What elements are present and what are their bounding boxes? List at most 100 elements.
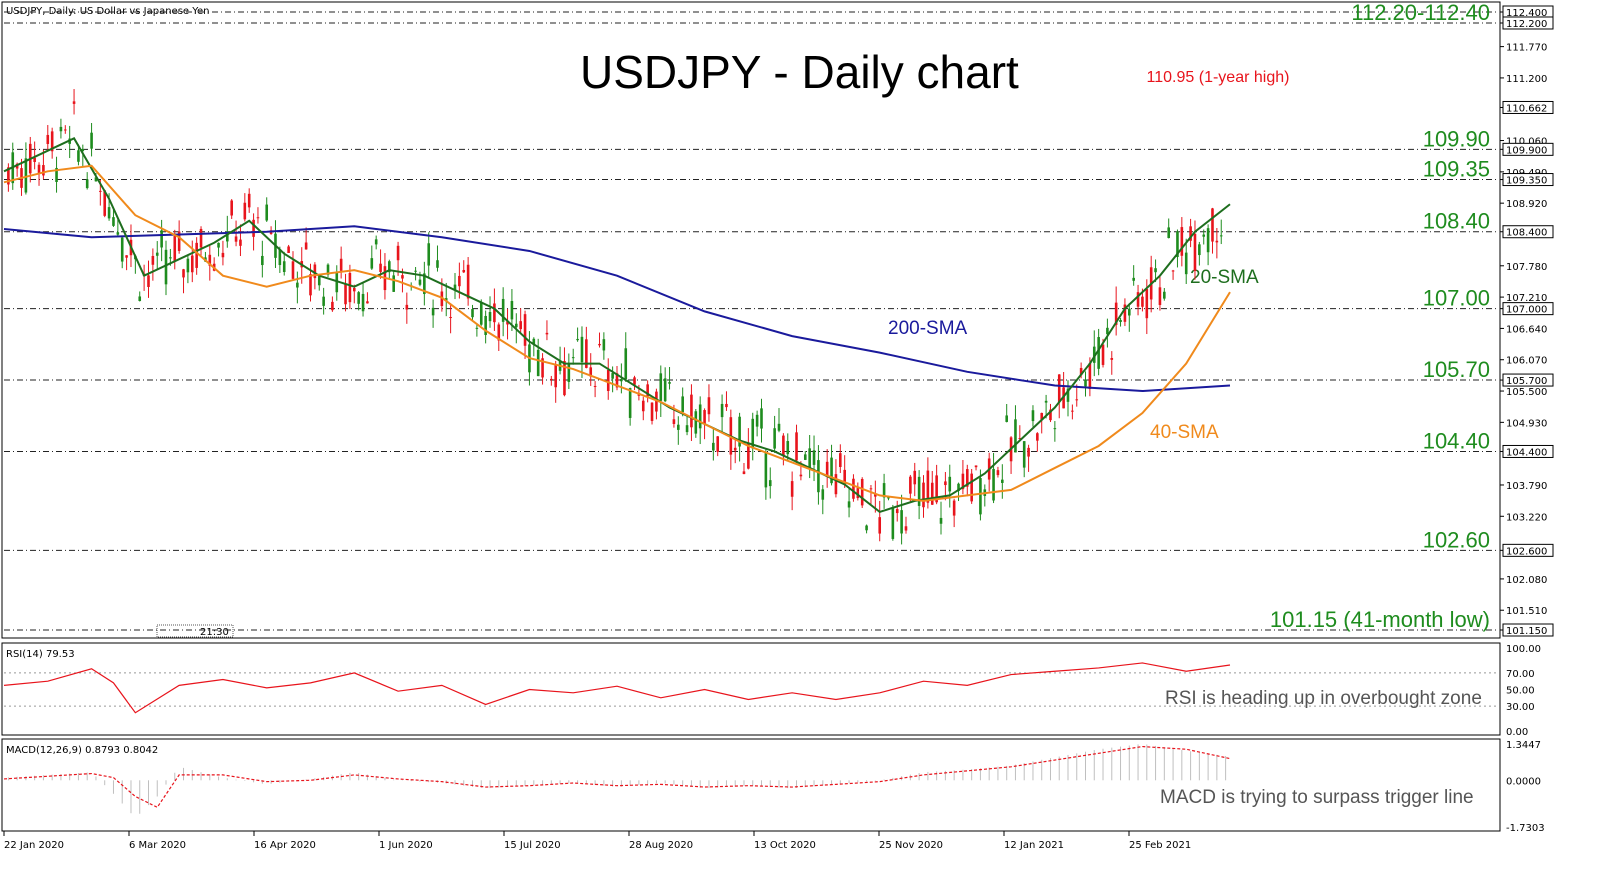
candle-body: [94, 177, 98, 182]
candle-body: [1001, 479, 1004, 483]
candle-body: [291, 261, 295, 279]
candle-body: [147, 275, 150, 287]
candle-body: [589, 367, 593, 377]
candle-body: [120, 237, 124, 262]
candle-body: [720, 403, 724, 418]
candle-body: [1040, 412, 1044, 420]
price-tick-label: 108.920: [1506, 199, 1547, 210]
candle-body: [1014, 419, 1017, 453]
candle-body: [852, 478, 855, 499]
price-tick-label: 109.350: [1506, 176, 1547, 187]
candle-body: [46, 134, 50, 144]
price-tick-label: 101.150: [1506, 626, 1547, 637]
candle-body: [681, 396, 684, 413]
candle-body: [431, 307, 435, 316]
candle-body: [479, 302, 483, 325]
candle-body: [1101, 344, 1105, 365]
sma-20-line: [3, 137, 1231, 514]
sma-40-line: [3, 164, 1231, 502]
level-label: 105.70: [1423, 357, 1490, 382]
candle-body: [1158, 287, 1162, 305]
candle-body: [317, 276, 321, 286]
candle-body: [685, 425, 689, 433]
x-tick-label: 22 Jan 2020: [4, 840, 64, 851]
price-label-box: [1502, 16, 1554, 30]
candle-body: [904, 526, 908, 531]
candle-body: [839, 453, 842, 467]
candle-body: [90, 132, 93, 149]
candle-body: [935, 475, 938, 503]
candle-body: [1071, 410, 1074, 412]
level-label: 109.35: [1423, 157, 1490, 182]
candle-body: [571, 357, 575, 359]
macd-title: MACD(12,26,9) 0.8793 0.8042: [6, 745, 158, 756]
price-tick-label: 112.200: [1506, 19, 1547, 30]
candle-body: [716, 436, 720, 452]
candle-body: [755, 414, 759, 427]
rsi-line: [3, 662, 1231, 714]
candle-body: [782, 435, 785, 456]
candle-body: [1066, 388, 1070, 402]
candle-body: [453, 284, 457, 290]
candle-body: [585, 339, 588, 368]
candle-body: [536, 349, 540, 377]
candle-body: [7, 167, 10, 185]
candle-body: [698, 404, 702, 429]
candle-body: [112, 217, 115, 226]
macd-tick-label: 0.0000: [1506, 776, 1541, 787]
candle-body: [843, 469, 846, 485]
candle-body: [1018, 438, 1022, 440]
candle-body: [138, 296, 142, 301]
level-label: 104.40: [1423, 428, 1490, 453]
candle-body: [195, 242, 198, 268]
candle-body: [668, 382, 671, 384]
candle-body: [125, 255, 128, 258]
candle-body: [707, 397, 711, 415]
level-label: 108.40: [1423, 209, 1490, 234]
price-tick-label: 104.400: [1506, 447, 1547, 458]
candle-body: [155, 252, 159, 256]
candle-body: [1049, 409, 1052, 421]
chart-annotation: 40-SMA: [1150, 422, 1219, 443]
rsi-tick-label: 70.00: [1506, 669, 1535, 680]
price-tick-label: 107.780: [1506, 262, 1547, 273]
candle-body: [335, 272, 339, 293]
candle-body: [576, 338, 579, 341]
time-marker: 21:30: [200, 627, 229, 638]
price-pane-frame: [1, 1, 1501, 639]
price-tick-label: 110.060: [1506, 137, 1547, 148]
price-tick-label: 112.400: [1506, 8, 1547, 19]
price-tick-label: 107.210: [1506, 293, 1547, 304]
price-tick-label: 106.070: [1506, 356, 1547, 367]
candle-body: [847, 501, 851, 508]
candle-body: [1036, 433, 1039, 441]
candle-body: [313, 264, 317, 279]
candle-body: [1031, 410, 1035, 422]
candle-body: [874, 494, 877, 497]
candle-body: [33, 157, 36, 163]
macd-note: MACD is trying to surpass trigger line: [1160, 787, 1474, 808]
candle-body: [1005, 415, 1008, 422]
candle-body: [265, 204, 269, 221]
candle-body: [825, 461, 829, 477]
chart-annotation: 200-SMA: [888, 318, 968, 339]
candle-body: [99, 190, 102, 192]
candle-body: [655, 391, 658, 412]
candle-body: [790, 481, 794, 497]
candle-body: [190, 255, 194, 273]
candle-body: [992, 468, 995, 501]
price-label-box: [1502, 100, 1554, 114]
candle-body: [1027, 447, 1030, 457]
price-tick-label: 110.662: [1506, 103, 1547, 114]
candle-body: [694, 411, 698, 434]
candle-body: [830, 457, 833, 484]
candle-body: [615, 373, 619, 388]
macd-pane-frame: [1, 738, 1501, 832]
candle-body: [624, 348, 628, 380]
candle-body: [628, 388, 632, 418]
x-tick-label: 13 Oct 2020: [754, 840, 816, 851]
candle-body: [541, 358, 544, 378]
candle-body: [834, 474, 838, 495]
macd-tick-label: 1.3447: [1506, 740, 1541, 751]
